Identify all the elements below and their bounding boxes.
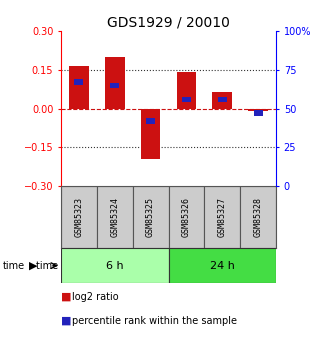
Text: GSM85323: GSM85323 <box>74 197 83 237</box>
Text: GSM85325: GSM85325 <box>146 197 155 237</box>
Bar <box>240 186 276 248</box>
Bar <box>61 248 169 283</box>
Bar <box>248 109 268 111</box>
Bar <box>254 110 263 116</box>
Bar <box>218 97 227 102</box>
Text: GSM85328: GSM85328 <box>254 197 263 237</box>
Bar <box>133 186 169 248</box>
Text: GSM85327: GSM85327 <box>218 197 227 237</box>
Bar <box>204 186 240 248</box>
Text: percentile rank within the sample: percentile rank within the sample <box>72 316 237 326</box>
Title: GDS1929 / 20010: GDS1929 / 20010 <box>107 16 230 30</box>
Bar <box>177 72 196 109</box>
Bar <box>182 97 191 102</box>
Text: GSM85324: GSM85324 <box>110 197 119 237</box>
Text: time: time <box>36 261 61 270</box>
Bar <box>105 57 125 109</box>
Text: ▶: ▶ <box>29 261 37 270</box>
Bar <box>213 92 232 109</box>
Bar <box>97 186 133 248</box>
Bar <box>74 79 83 85</box>
Bar <box>141 109 160 159</box>
Text: log2 ratio: log2 ratio <box>72 292 119 302</box>
Text: 24 h: 24 h <box>210 261 235 270</box>
Text: ■: ■ <box>61 316 72 326</box>
Bar <box>110 82 119 88</box>
Text: GSM85326: GSM85326 <box>182 197 191 237</box>
Text: 6 h: 6 h <box>106 261 124 270</box>
Bar <box>169 186 204 248</box>
Bar <box>146 118 155 124</box>
Text: time: time <box>3 261 25 270</box>
Bar <box>169 248 276 283</box>
Text: ■: ■ <box>61 292 72 302</box>
Bar <box>69 66 89 109</box>
Bar <box>61 186 97 248</box>
